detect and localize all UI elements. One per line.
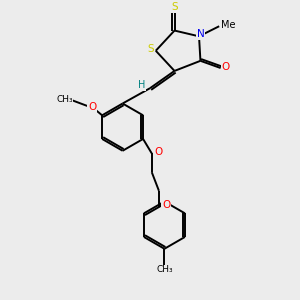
Text: O: O [162, 200, 170, 210]
Text: CH₃: CH₃ [156, 265, 173, 274]
Text: N: N [196, 29, 204, 39]
Text: CH₃: CH₃ [56, 95, 73, 104]
Text: O: O [155, 147, 163, 157]
Text: S: S [147, 44, 154, 54]
Text: Me: Me [220, 20, 235, 30]
Text: H: H [138, 80, 146, 90]
Text: S: S [171, 2, 178, 13]
Text: O: O [88, 102, 97, 112]
Text: O: O [222, 61, 230, 72]
